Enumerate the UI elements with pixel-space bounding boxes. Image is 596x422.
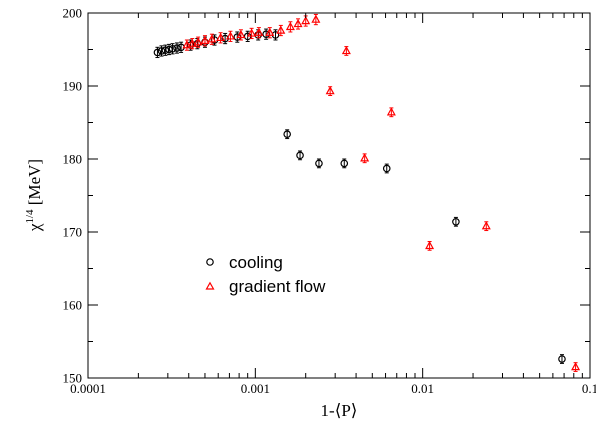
data-point-gradient-flow — [182, 39, 192, 51]
marker-triangle — [247, 28, 257, 37]
marker-circle — [168, 44, 177, 53]
x-tick-label: 0.01 — [411, 381, 434, 396]
data-point-gradient-flow — [325, 86, 335, 96]
marker-triangle — [187, 38, 197, 47]
x-tick-label: 0.001 — [241, 381, 270, 396]
data-point-gradient-flow — [386, 107, 396, 118]
x-axis: 0.0001 0.001 0.01 0.1 — [70, 13, 596, 396]
data-point-cooling — [452, 216, 460, 227]
data-point-cooling — [173, 42, 181, 54]
data-point-gradient-flow — [311, 13, 321, 26]
data-point-gradient-flow — [207, 33, 217, 45]
data-point-cooling — [382, 163, 391, 174]
series-gradient-flow — [182, 13, 581, 372]
y-tick-label: 200 — [63, 6, 83, 21]
marker-circle — [382, 164, 391, 173]
data-point-gradient-flow — [276, 24, 286, 37]
data-point-gradient-flow — [254, 27, 264, 39]
marker-triangle — [425, 240, 435, 250]
data-point-gradient-flow — [341, 45, 351, 56]
data-point-cooling — [340, 158, 349, 169]
legend-marker-cooling — [206, 258, 214, 266]
y-tick-label: 180 — [63, 152, 83, 167]
data-point-gradient-flow — [481, 221, 491, 232]
data-point-gradient-flow — [571, 361, 581, 372]
marker-circle — [153, 48, 162, 57]
marker-triangle — [207, 34, 217, 43]
y-tick-label: 190 — [63, 79, 83, 94]
marker-triangle — [216, 32, 226, 42]
legend: cooling gradient flow — [205, 253, 326, 296]
y-tick-label: 170 — [63, 225, 83, 240]
y-axis-title-superscript: 1/4 — [24, 209, 36, 224]
marker-triangle — [265, 27, 275, 36]
marker-triangle — [193, 37, 203, 46]
marker-triangle — [571, 361, 581, 371]
plot-marks — [153, 13, 581, 372]
marker-circle — [157, 47, 166, 55]
marker-triangle — [341, 45, 351, 55]
y-axis-title-unit: [MeV] — [25, 159, 44, 210]
data-point-gradient-flow — [265, 27, 275, 39]
marker-circle — [315, 159, 323, 168]
y-tick-label: 160 — [63, 298, 83, 313]
legend-entry-gradient-flow: gradient flow — [205, 277, 326, 296]
data-point-gradient-flow — [247, 27, 257, 40]
data-point-cooling — [315, 158, 323, 169]
data-point-gradient-flow — [187, 38, 197, 50]
marker-triangle — [236, 29, 246, 39]
legend-entry-cooling: cooling — [206, 253, 283, 272]
marker-circle — [452, 217, 460, 226]
data-point-cooling — [283, 129, 291, 140]
marker-triangle — [276, 25, 286, 34]
data-point-gradient-flow — [216, 32, 226, 44]
marker-triangle — [481, 221, 491, 230]
marker-triangle — [301, 15, 311, 25]
marker-circle — [340, 159, 349, 168]
data-point-cooling — [157, 45, 166, 57]
marker-triangle — [311, 14, 321, 23]
marker-circle — [296, 151, 304, 160]
legend-label-gradient-flow: gradient flow — [229, 277, 326, 296]
y-axis: 150 160 170 180 190 200 — [63, 6, 590, 386]
data-point-gradient-flow — [425, 240, 435, 251]
data-point-cooling — [558, 354, 566, 364]
x-axis-title: 1-⟨P⟩ — [321, 401, 358, 420]
data-point-gradient-flow — [360, 153, 370, 164]
y-axis-title: χ1/4 [MeV] — [24, 159, 44, 232]
data-point-gradient-flow — [293, 18, 303, 30]
marker-triangle — [254, 27, 264, 36]
data-point-gradient-flow — [200, 35, 210, 47]
marker-triangle — [200, 35, 210, 44]
data-point-cooling — [168, 43, 177, 55]
x-tick-label: 0.0001 — [70, 381, 106, 396]
marker-triangle — [386, 107, 396, 116]
legend-label-cooling: cooling — [229, 253, 283, 272]
marker-triangle — [325, 86, 335, 95]
marker-triangle — [225, 31, 235, 40]
marker-circle — [173, 44, 181, 52]
data-point-cooling — [153, 46, 162, 59]
data-point-gradient-flow — [285, 21, 295, 33]
marker-circle — [558, 355, 566, 363]
data-point-gradient-flow — [236, 29, 246, 41]
legend-marker-gradient-flow — [205, 281, 215, 290]
data-point-gradient-flow — [193, 36, 203, 48]
y-tick-label: 150 — [63, 371, 83, 386]
x-tick-label: 0.1 — [582, 381, 596, 396]
y-axis-title-symbol: χ — [25, 223, 44, 232]
marker-triangle — [360, 153, 370, 162]
marker-triangle — [182, 40, 192, 49]
data-point-cooling — [296, 150, 304, 161]
data-point-gradient-flow — [225, 30, 235, 42]
marker-triangle — [293, 18, 303, 28]
marker-circle — [283, 130, 291, 138]
marker-triangle — [285, 21, 295, 31]
